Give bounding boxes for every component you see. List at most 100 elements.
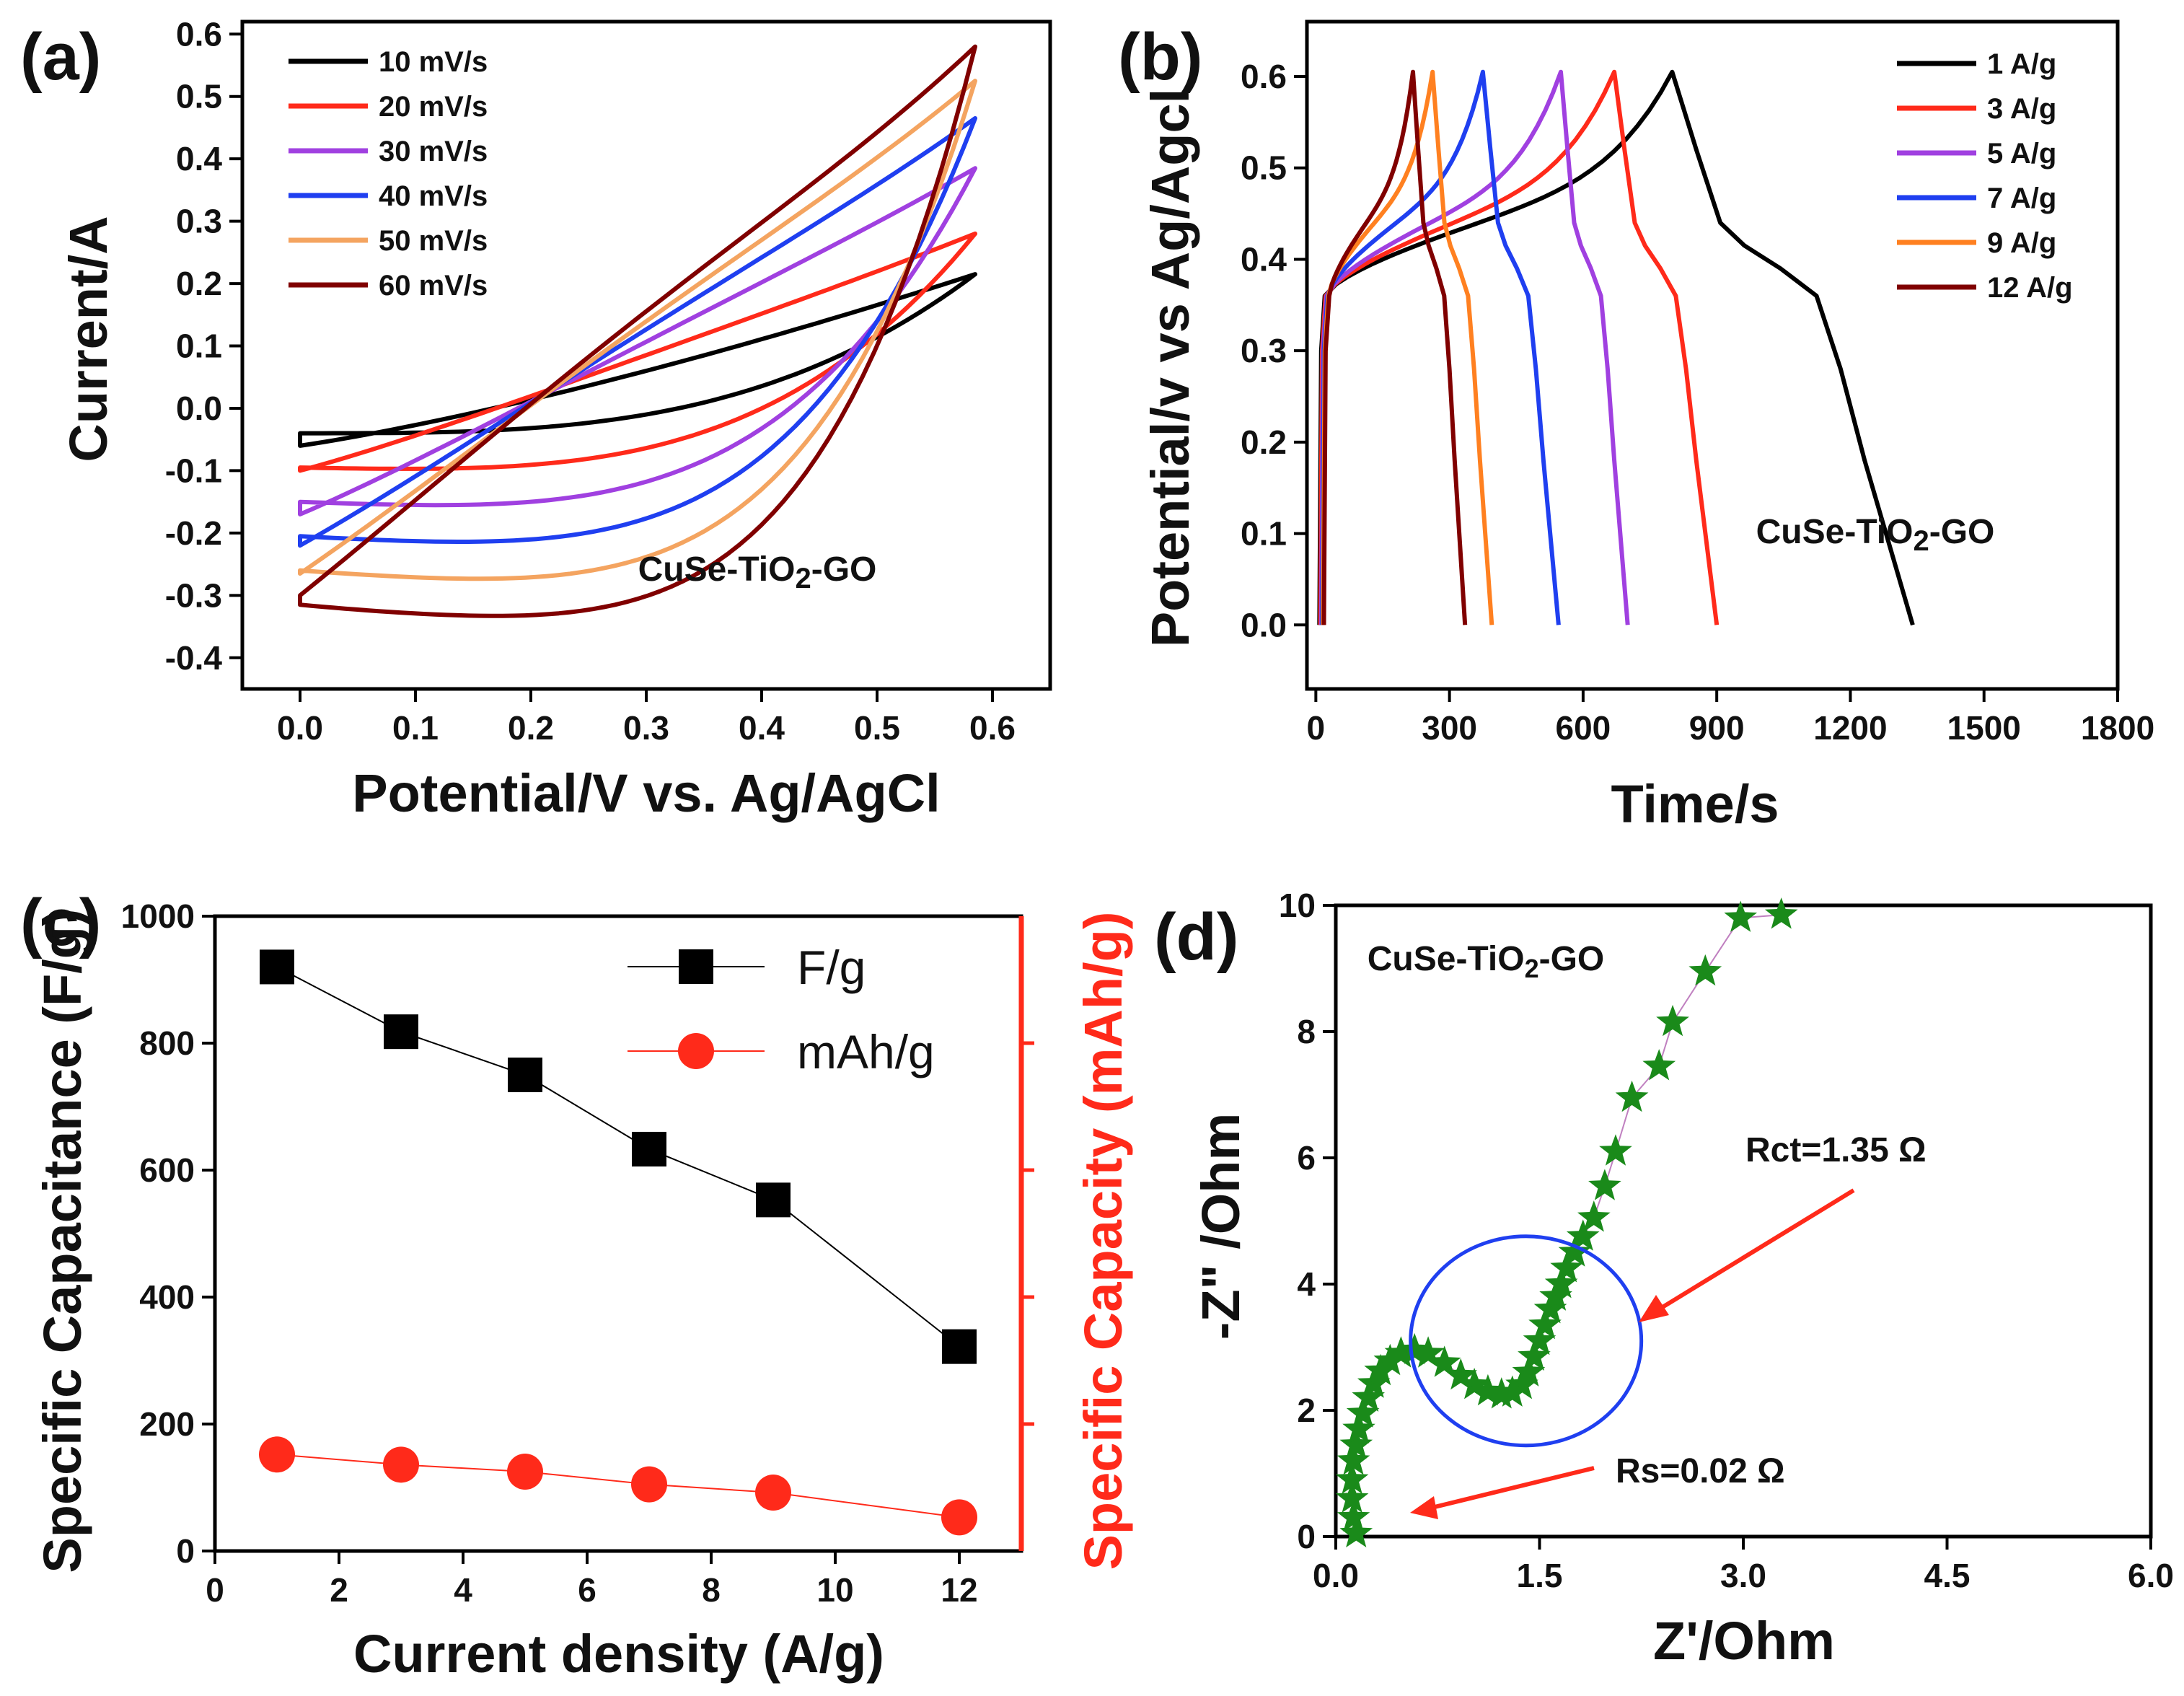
x-tick-label: 0.3: [623, 709, 669, 747]
panel-b-ylabel: Potential/v vs Ag/Agcl: [1140, 89, 1200, 647]
nyquist-point-star: [1352, 1380, 1385, 1412]
x-tick-label: 6: [578, 1571, 596, 1609]
panel-b-curves: [1317, 69, 1915, 626]
panel-c-data: [259, 949, 977, 1536]
panel-a-legend: 10 mV/s 20 mV/s 30 mV/s 40 mV/s 50 mV/s 60 mV…: [289, 46, 488, 302]
nyquist-point-star: [1427, 1345, 1461, 1377]
nyquist-point-star: [1335, 1462, 1369, 1494]
legend-label: 10 mV/s: [379, 46, 488, 78]
series-line-mAh-g: [276, 1454, 960, 1519]
nyquist-point-star: [1599, 1134, 1632, 1166]
nyquist-point-star: [1544, 1267, 1578, 1299]
y-tick-label: 0.4: [176, 140, 222, 177]
panel-d-xlabel: Z'/Ohm: [1653, 1611, 1835, 1671]
x-tick-label: 10: [816, 1571, 853, 1609]
x-tick-label: 0.2: [508, 709, 554, 747]
panel-b-legend: 1 A/g 3 A/g 5 A/g 7 A/g 9 A/g 12 A/g: [1897, 48, 2073, 304]
x-tick-label: 4.5: [1924, 1557, 1971, 1594]
legend-label: 50 mV/s: [379, 225, 488, 257]
panel-d-frame: [1334, 903, 2153, 1539]
nyquist-point-star: [1458, 1368, 1491, 1400]
nyquist-point-star: [1384, 1336, 1418, 1368]
data-point-circle: [941, 1499, 977, 1536]
panel-a-curves: [298, 44, 977, 618]
panel-a-ticks: 0.0 0.1 0.2 0.3 0.4 0.5 0.6 -0.4 -0.3 -0.2 -0.1 0.0…: [165, 15, 1016, 747]
rct-arrowhead: [1639, 1295, 1669, 1322]
panel-d-ylabel: -Z" /Ohm: [1191, 1113, 1251, 1340]
nyquist-point-star: [1528, 1307, 1562, 1340]
rs-label: Rs=0.02 Ω: [1616, 1452, 1785, 1490]
legend-label: 9 A/g: [1987, 227, 2056, 259]
y-tick-label: 1000: [121, 897, 195, 935]
x-tick-label: 300: [1422, 709, 1477, 747]
y-tick-label: 0.0: [176, 390, 222, 427]
nyquist-point-star: [1656, 1004, 1689, 1037]
y-tick-label: 0.5: [176, 78, 222, 115]
data-point-circle: [383, 1446, 419, 1483]
x-tick-label: 1.5: [1517, 1557, 1563, 1594]
nyquist-point-star: [1337, 1444, 1370, 1475]
nyquist-point-star: [1337, 1500, 1370, 1532]
nyquist-point-star: [1642, 1049, 1676, 1081]
y-tick-label: 0.4: [1241, 240, 1287, 278]
y-tick-label: 6: [1297, 1139, 1316, 1177]
panel-a-ylabel: Current/A: [58, 216, 118, 462]
series-line-F-g: [276, 966, 960, 1348]
nyquist-point-star: [1412, 1336, 1445, 1368]
y-tick-label: 200: [139, 1405, 195, 1443]
y-tick-label: 600: [139, 1151, 195, 1189]
x-tick-label: 3.0: [1720, 1557, 1766, 1594]
x-tick-label: 600: [1556, 709, 1611, 747]
panel-b-annotation: CuSe-TiO2-GO: [1756, 513, 1995, 557]
data-point-circle: [259, 1436, 295, 1473]
nyquist-point-star: [1339, 1428, 1373, 1459]
panel-c-xlabel: Current density (A/g): [353, 1624, 884, 1684]
y-tick-label: 0: [1297, 1518, 1316, 1555]
y-tick-label: 0.3: [1241, 332, 1287, 369]
nyquist-point-star: [1688, 954, 1722, 986]
nyquist-point-star: [1346, 1396, 1380, 1428]
rct-arrow: [1657, 1188, 1855, 1311]
cv-curve-10-mV-s: [298, 272, 977, 448]
x-tick-label: 0.0: [277, 709, 323, 747]
cv-curve-60-mV-s: [298, 44, 977, 618]
y-tick-label: 0.5: [1241, 149, 1287, 187]
legend-marker-circle: [678, 1033, 714, 1069]
data-point-square: [508, 1058, 542, 1092]
panel-a-tag: (a): [20, 20, 101, 94]
nyquist-point-star: [1558, 1235, 1592, 1267]
x-tick-label: 0: [1307, 709, 1326, 747]
y-tick-label: 0.0: [1241, 606, 1287, 643]
panel-d: (d) 0.0 1.5 3.0 4.5 6.0 0 2 4 6 8 10 Rct=1.35 Ω Rs=…: [1154, 887, 2174, 1671]
nyquist-point-star: [1339, 1516, 1373, 1547]
nyquist-point-star: [1496, 1375, 1529, 1407]
x-tick-label: 6.0: [2128, 1557, 2174, 1594]
legend-label: 12 A/g: [1987, 272, 2073, 304]
y-tick-label: 10: [1279, 887, 1316, 924]
nyquist-point-star: [1615, 1080, 1649, 1112]
y-tick-label: 400: [139, 1278, 195, 1316]
legend-label: F/g: [797, 941, 866, 994]
x-tick-label: 0.1: [392, 709, 439, 747]
gcd-curve-3-A-g: [1318, 69, 1720, 625]
panel-d-annotation: CuSe-TiO2-GO: [1368, 940, 1605, 983]
panel-c-tag: (c): [20, 886, 101, 959]
x-tick-label: 0.0: [1313, 1557, 1359, 1594]
legend-label: 30 mV/s: [379, 136, 488, 167]
panel-c-legend: F/g mAh/g: [628, 941, 935, 1078]
gcd-curve-1-A-g: [1317, 69, 1915, 626]
x-tick-label: 4: [454, 1571, 472, 1609]
y-tick-label: -0.3: [165, 576, 222, 614]
y-tick-label: -0.1: [165, 452, 222, 489]
y-tick-label: 0.2: [1241, 423, 1287, 461]
nyquist-point-star: [1373, 1343, 1407, 1376]
data-point-circle: [631, 1466, 667, 1503]
y-tick-label: 8: [1297, 1013, 1316, 1050]
data-point-square: [632, 1131, 666, 1166]
y-tick-label: 0: [176, 1532, 195, 1570]
panel-b-ticks: 0 300 600 900 1200 1500 1800 0.0 0.1 0.2 0.3 0.4 0.5…: [1241, 58, 2154, 747]
data-point-square: [756, 1182, 791, 1218]
nyquist-point-star: [1764, 897, 1798, 929]
nyquist-point-star: [1588, 1169, 1621, 1200]
